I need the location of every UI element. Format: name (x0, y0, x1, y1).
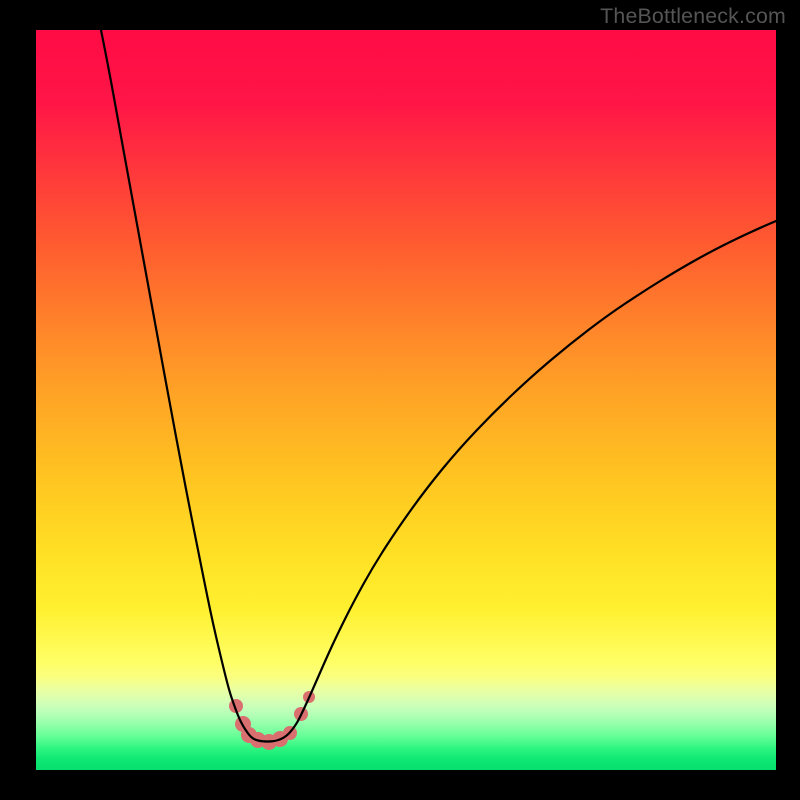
bottleneck-curve (101, 30, 776, 742)
plot-area (36, 30, 776, 770)
chart-svg (36, 30, 776, 770)
watermark-label: TheBottleneck.com (600, 4, 786, 29)
figure-canvas: TheBottleneck.com (0, 0, 800, 800)
